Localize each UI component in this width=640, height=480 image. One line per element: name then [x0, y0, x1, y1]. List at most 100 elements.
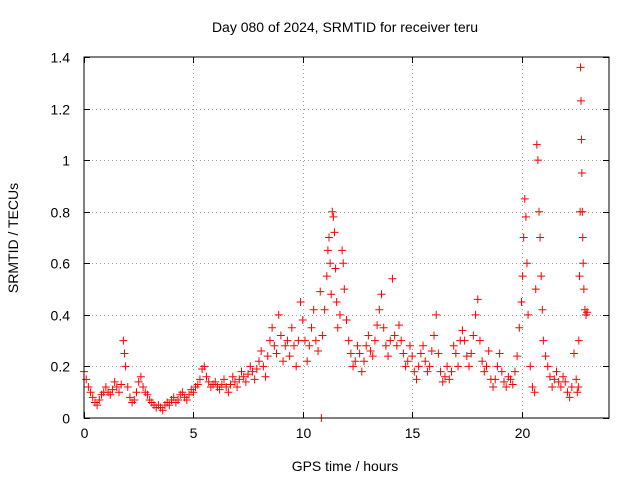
- data-point: [526, 362, 535, 371]
- data-point: [497, 367, 506, 376]
- data-point: [473, 295, 482, 304]
- data-point: [539, 336, 548, 345]
- data-point: [552, 367, 561, 376]
- data-point: [392, 341, 401, 350]
- data-point: [237, 367, 246, 376]
- data-point: [265, 336, 274, 345]
- data-point: [279, 357, 288, 366]
- data-point: [556, 383, 565, 392]
- data-point: [469, 331, 478, 340]
- data-point: [257, 346, 266, 355]
- data-point: [339, 259, 348, 268]
- data-point: [520, 194, 529, 203]
- data-point: [332, 297, 341, 306]
- data-point: [272, 349, 281, 358]
- data-point: [326, 259, 335, 268]
- data-point: [395, 321, 403, 330]
- data-point: [307, 323, 316, 332]
- data-point: [578, 207, 587, 216]
- x-tick-label: 15: [405, 425, 421, 441]
- chart-title: Day 080 of 2024, SRMTID for receiver ter…: [212, 19, 478, 35]
- data-points: [80, 63, 592, 422]
- data-point: [478, 357, 487, 366]
- data-point: [362, 341, 371, 350]
- data-point: [322, 272, 331, 281]
- data-point: [335, 310, 344, 319]
- data-point: [123, 383, 132, 392]
- y-axis-label: SRMTID / TECUs: [5, 183, 21, 293]
- x-tick-label: 0: [81, 425, 89, 441]
- data-point: [246, 362, 255, 371]
- data-point: [583, 308, 592, 317]
- data-point: [342, 316, 351, 325]
- data-point: [314, 346, 323, 355]
- data-point: [305, 341, 314, 350]
- data-point: [577, 96, 585, 105]
- data-point: [572, 375, 581, 384]
- data-point: [174, 395, 183, 404]
- y-tick-label: 1: [62, 153, 70, 169]
- data-point: [351, 357, 360, 366]
- data-point: [421, 357, 430, 366]
- data-point: [410, 367, 419, 376]
- data-point: [522, 259, 531, 268]
- data-point: [328, 207, 337, 216]
- data-point: [386, 336, 395, 345]
- data-point: [570, 349, 578, 358]
- data-point: [423, 367, 432, 376]
- data-point: [577, 169, 586, 178]
- data-point: [536, 233, 545, 242]
- data-point: [250, 375, 259, 384]
- data-point: [178, 388, 187, 397]
- data-point: [436, 367, 445, 376]
- data-point: [574, 383, 583, 392]
- data-point: [475, 336, 484, 345]
- data-point: [573, 388, 582, 397]
- data-point: [193, 380, 202, 389]
- data-point: [120, 349, 129, 358]
- data-point: [550, 375, 559, 384]
- data-point: [458, 326, 467, 335]
- data-point: [403, 357, 412, 366]
- data-point: [329, 212, 338, 221]
- x-tick-label: 5: [190, 425, 198, 441]
- data-point: [110, 377, 119, 386]
- x-tick-label: 10: [296, 425, 312, 441]
- data-point: [136, 372, 145, 381]
- data-point: [524, 310, 533, 319]
- data-point: [303, 357, 312, 366]
- data-point: [370, 336, 379, 345]
- data-point: [276, 331, 285, 340]
- data-point: [559, 372, 568, 381]
- data-point: [471, 310, 480, 319]
- data-point: [316, 287, 325, 296]
- data-point: [119, 336, 128, 345]
- data-point: [434, 349, 443, 358]
- data-point: [412, 375, 421, 384]
- data-point: [117, 380, 126, 389]
- data-point: [530, 388, 539, 397]
- data-point: [134, 377, 143, 386]
- data-point: [241, 377, 250, 386]
- data-point: [121, 362, 130, 371]
- data-point: [521, 212, 530, 221]
- data-point: [515, 323, 524, 332]
- data-point: [366, 346, 375, 355]
- data-point: [548, 383, 557, 392]
- data-point: [537, 272, 546, 281]
- data-point: [88, 393, 97, 402]
- data-point: [506, 375, 515, 384]
- data-point: [368, 352, 377, 361]
- data-point: [427, 346, 436, 355]
- data-point: [390, 331, 399, 340]
- data-point: [405, 341, 414, 350]
- x-tick-label: 20: [515, 425, 531, 441]
- data-point: [195, 375, 204, 384]
- data-point: [377, 290, 386, 299]
- data-point: [296, 297, 305, 306]
- data-point: [259, 362, 268, 371]
- data-point: [268, 323, 277, 332]
- data-point: [298, 316, 307, 325]
- data-point: [292, 362, 301, 371]
